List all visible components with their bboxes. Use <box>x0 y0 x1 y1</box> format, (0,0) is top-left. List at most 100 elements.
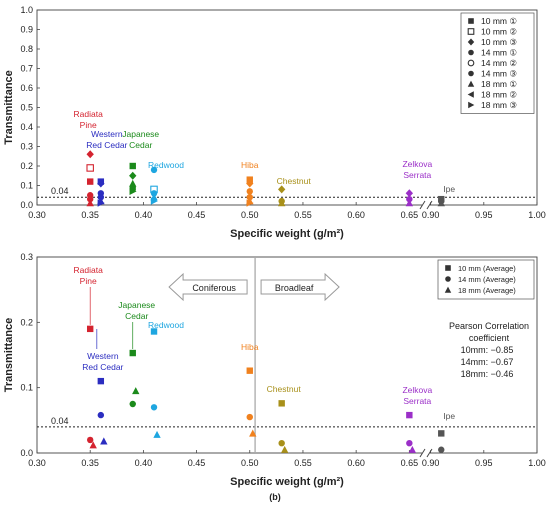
species-label: Ipe <box>443 184 455 194</box>
data-point <box>408 445 417 453</box>
species-label: Pine <box>80 276 97 286</box>
data-point <box>438 446 445 453</box>
data-point <box>129 171 137 180</box>
data-point <box>405 189 414 198</box>
x-tick-label: 0.60 <box>347 210 365 220</box>
data-point <box>406 440 413 447</box>
plot-frame <box>36 256 538 454</box>
legend-marker <box>468 49 474 56</box>
legend-marker <box>468 101 475 109</box>
x-tick-label: 1.00 <box>528 458 546 468</box>
x-tick-label: 0.50 <box>241 210 259 220</box>
broadleaf-arrow <box>260 272 340 302</box>
figure-caption: (b) <box>269 492 281 502</box>
x-tick-label: 0.60 <box>347 458 365 468</box>
data-point <box>278 440 285 447</box>
species-label: Redwood <box>148 320 184 330</box>
species-label: Japanese <box>122 129 159 139</box>
data-point <box>153 430 161 438</box>
x-tick-label: 0.45 <box>188 210 206 220</box>
legend-marker <box>445 265 451 271</box>
species-label: Western <box>91 129 123 139</box>
species-label: Pine <box>80 120 97 130</box>
data-point <box>129 187 137 196</box>
species-label: Hiba <box>241 342 259 352</box>
data-point <box>278 199 286 207</box>
x-tick-label: 0.30 <box>28 458 46 468</box>
legend-marker <box>467 59 475 67</box>
x-tick-label: 0.30 <box>28 210 46 220</box>
data-point <box>97 194 105 201</box>
correlation-annotation: coefficient <box>469 333 510 343</box>
species-label: Serrata <box>403 170 431 180</box>
data-point <box>278 400 285 407</box>
x-axis-label: Specific weight (g/m²) <box>230 228 344 240</box>
y-tick-label: 0.1 <box>20 383 33 393</box>
legend-marker <box>467 38 475 46</box>
x-tick-label: 0.45 <box>188 458 206 468</box>
legend-marker <box>467 91 474 98</box>
reference-line-label: 0.04 <box>51 186 69 196</box>
species-label: Ipe <box>443 411 455 421</box>
correlation-annotation: 14mm: −0.67 <box>461 357 514 367</box>
data-point <box>246 188 253 195</box>
x-tick-label: 0.35 <box>81 210 99 220</box>
y-tick-label: 0.4 <box>20 122 33 132</box>
data-point <box>278 185 286 194</box>
legend-label: 14 mm ③ <box>481 69 517 79</box>
data-point <box>86 178 94 185</box>
data-point <box>129 349 136 357</box>
y-tick-label: 0.7 <box>20 64 33 74</box>
legend-marker <box>444 286 452 293</box>
axis-break-mark <box>426 448 433 458</box>
legend-label: 10 mm ① <box>481 16 517 26</box>
legend-label: 14 mm ① <box>481 48 517 58</box>
species-label: Serrata <box>403 396 431 406</box>
axis-break-gap <box>421 201 430 209</box>
data-point <box>246 367 253 374</box>
data-point <box>100 437 108 445</box>
species-label: Zelkova <box>402 159 432 169</box>
axis-break-mark <box>419 200 426 210</box>
y-tick-label: 0.3 <box>20 252 33 262</box>
legend-label: 14 mm (Average) <box>458 275 516 284</box>
data-point <box>86 150 94 159</box>
correlation-annotation: 10mm: −0.85 <box>461 345 514 355</box>
axis-break-mark <box>426 200 433 210</box>
coniferous-label: Coniferous <box>192 283 236 293</box>
y-tick-label: 0.0 <box>20 200 33 210</box>
data-point <box>97 377 105 385</box>
y-axis-label: Transmittance <box>3 70 15 145</box>
y-tick-label: 0.6 <box>20 83 33 93</box>
data-point <box>97 179 105 188</box>
data-point <box>97 411 105 419</box>
species-label: Japanese <box>118 300 155 310</box>
legend-marker <box>467 80 475 87</box>
data-point <box>150 166 158 174</box>
species-label: Hiba <box>241 160 259 170</box>
data-point <box>437 199 445 207</box>
correlation-annotation: 18mm: −0.46 <box>461 369 514 379</box>
data-point <box>86 195 94 203</box>
species-label: Radiata <box>74 109 104 119</box>
data-point <box>246 194 253 201</box>
x-tick-label: 0.95 <box>475 458 493 468</box>
chart-panel-b: 0.30 0.35 0.40 0.45 0.50 0.55 0.60 0.65 0.90 0.95… <box>3 252 546 502</box>
broadleaf-label: Broadleaf <box>275 283 314 293</box>
legend-label: 10 mm (Average) <box>458 264 516 273</box>
data-point <box>86 325 94 333</box>
x-tick-label: 0.65 <box>401 210 419 220</box>
data-point <box>86 436 94 444</box>
data-point <box>86 164 94 172</box>
species-label: Chestnut <box>267 384 302 394</box>
chart-panel-a: 0.30 0.35 0.40 0.45 0.50 0.55 0.60 0.65 0.90 0.95… <box>3 5 546 240</box>
species-label: Zelkova <box>402 385 432 395</box>
x-tick-label: 0.50 <box>241 458 259 468</box>
correlation-annotation: Pearson Correlation <box>449 321 529 331</box>
data-point <box>97 199 105 207</box>
y-tick-label: 0.2 <box>20 317 33 327</box>
species-label: Cedar <box>125 311 148 321</box>
axis-break-gap <box>421 449 430 457</box>
data-point <box>89 441 97 449</box>
data-point <box>405 199 414 207</box>
